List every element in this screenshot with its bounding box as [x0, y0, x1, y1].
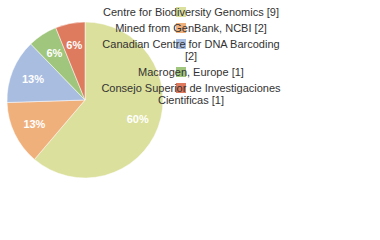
- svg-text:Centre for Biodiversity Genomi: Centre for Biodiversity Genomics [9]: [103, 6, 279, 18]
- svg-text:Canadian Centre for DNA Barcod: Canadian Centre for DNA Barcoding[2]: [102, 38, 279, 62]
- svg-text:13%: 13%: [23, 118, 45, 130]
- svg-text:60%: 60%: [127, 113, 149, 125]
- svg-text:6%: 6%: [66, 39, 82, 51]
- svg-text:Macrogen, Europe [1]: Macrogen, Europe [1]: [138, 66, 244, 78]
- svg-text:6%: 6%: [46, 47, 62, 59]
- svg-text:13%: 13%: [22, 73, 44, 85]
- svg-text:Consejo Superior de Investigac: Consejo Superior de InvestigacionesCient…: [101, 82, 281, 106]
- svg-text:Mined from GenBank, NCBI [2]: Mined from GenBank, NCBI [2]: [115, 22, 267, 34]
